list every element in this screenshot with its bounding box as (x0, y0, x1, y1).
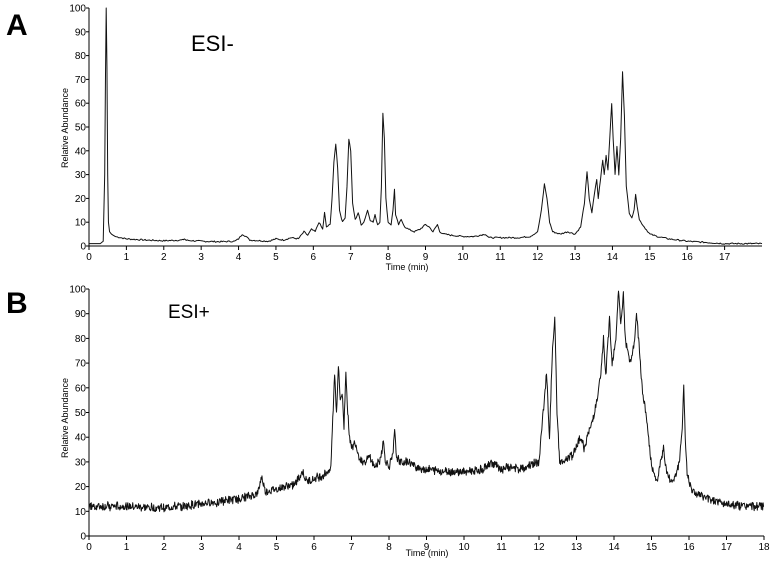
panel-a-x-tick-label-8: 8 (385, 252, 391, 263)
panel-b-y-tick-label-9: 90 (75, 309, 87, 320)
panel-b-y-tick-label-10: 100 (69, 285, 86, 296)
panel-a-x-tick-label-0: 0 (86, 252, 92, 263)
panel-a-y-tick-label-5: 50 (75, 123, 87, 134)
panel-b-x-tick-label-18: 18 (758, 542, 770, 553)
panel-a-y-tick-label-3: 30 (75, 170, 87, 181)
panel-a-y-axis-title: Relative Abundance (60, 88, 70, 168)
panel-a-y-tick-label-7: 70 (75, 75, 87, 86)
panel-b-y-tick-label-3: 30 (75, 457, 87, 468)
panel-b-y-tick-label-7: 70 (75, 359, 87, 370)
panel-b-mode-label: ESI+ (168, 302, 210, 323)
panel-b-y-tick-label-8: 80 (75, 334, 87, 345)
panel-b-x-tick-label-2: 2 (161, 542, 167, 553)
panel-b-x-axis-title: Time (min) (406, 548, 449, 558)
panel-a-x-axis-title: Time (min) (386, 262, 429, 272)
panel-b-y-tick-label-2: 20 (75, 482, 87, 493)
panel-a-x-tick-label-11: 11 (495, 252, 506, 263)
panel-b-ticks: 0 1 2 3 4 5 6 7 8 9 10 11 12 13 14 15 16 17 18010203040506… (69, 285, 770, 554)
panel-a-x-tick-label-6: 6 (311, 252, 317, 263)
panel-a-y-tick-label-6: 60 (75, 99, 87, 110)
panel-a-x-tick-label-13: 13 (569, 252, 581, 263)
panel-b-x-tick-label-0: 0 (86, 542, 92, 553)
panel-b-x-tick-label-13: 13 (571, 542, 583, 553)
panel-b-x-tick-label-5: 5 (274, 542, 280, 553)
panel-a-x-tick-label-15: 15 (644, 252, 656, 263)
panel-b-letter: B (6, 287, 28, 320)
panel-b-x-tick-label-16: 16 (683, 542, 695, 553)
panel-b-x-tick-label-11: 11 (496, 542, 507, 553)
panel-a-x-tick-label-1: 1 (124, 252, 130, 263)
panel-a-x-tick-label-17: 17 (719, 252, 731, 263)
panel-a-letter: A (6, 9, 28, 42)
panel-a-x-tick-label-9: 9 (423, 252, 429, 263)
panel-b-x-tick-label-14: 14 (608, 542, 620, 553)
panel-b-x-tick-label-7: 7 (349, 542, 355, 553)
panel-b-y-tick-label-5: 50 (75, 408, 87, 419)
panel-b-trace (88, 290, 765, 513)
panel-a-y-tick-label-8: 80 (75, 51, 87, 62)
panel-a-x-tick-label-12: 12 (532, 252, 544, 263)
panel-b-y-axis-title: Relative Abundance (60, 378, 70, 458)
panel-a-mode-label: ESI- (191, 31, 234, 56)
panel-a-y-tick-label-0: 0 (80, 242, 86, 253)
panel-b-x-tick-label-6: 6 (311, 542, 317, 553)
panel-b-x-tick-label-12: 12 (533, 542, 545, 553)
panel-a-x-tick-label-4: 4 (236, 252, 242, 263)
panel-b-y-tick-label-4: 40 (75, 433, 87, 444)
panel-a-y-tick-label-4: 40 (75, 146, 87, 157)
panel-a-x-tick-label-3: 3 (198, 252, 204, 263)
panel-b-x-tick-label-3: 3 (199, 542, 205, 553)
panel-b-x-tick-label-9: 9 (424, 542, 430, 553)
panel-a-ticks: 0 1 2 3 4 5 6 7 8 9 10 11 12 13 14 15 16 1701020304050607… (69, 4, 730, 264)
panel-b-x-tick-label-8: 8 (386, 542, 392, 553)
panel-b-y-tick-label-1: 10 (75, 507, 87, 518)
panel-a-x-tick-label-10: 10 (457, 252, 469, 263)
panel-a-y-tick-label-2: 20 (75, 194, 87, 205)
panel-b-x-tick-label-17: 17 (721, 542, 733, 553)
panel-b-y-tick-label-0: 0 (80, 532, 86, 543)
panel-a-y-tick-label-10: 100 (69, 4, 86, 15)
panel-b-x-tick-label-4: 4 (236, 542, 242, 553)
panel-a-y-tick-label-9: 90 (75, 27, 87, 38)
panel-b-y-tick-label-6: 60 (75, 383, 87, 394)
panel-b-x-tick-label-1: 1 (124, 542, 130, 553)
panel-a-x-tick-label-16: 16 (682, 252, 694, 263)
panel-a-x-tick-label-7: 7 (348, 252, 354, 263)
panel-b-x-tick-label-15: 15 (646, 542, 658, 553)
panel-a-trace (89, 7, 763, 245)
panel-b-x-tick-label-10: 10 (458, 542, 470, 553)
panel-a-x-tick-label-5: 5 (273, 252, 279, 263)
panel-a-x-tick-label-2: 2 (161, 252, 167, 263)
panel-a-y-tick-label-1: 10 (75, 218, 87, 229)
panel-a-x-tick-label-14: 14 (607, 252, 619, 263)
